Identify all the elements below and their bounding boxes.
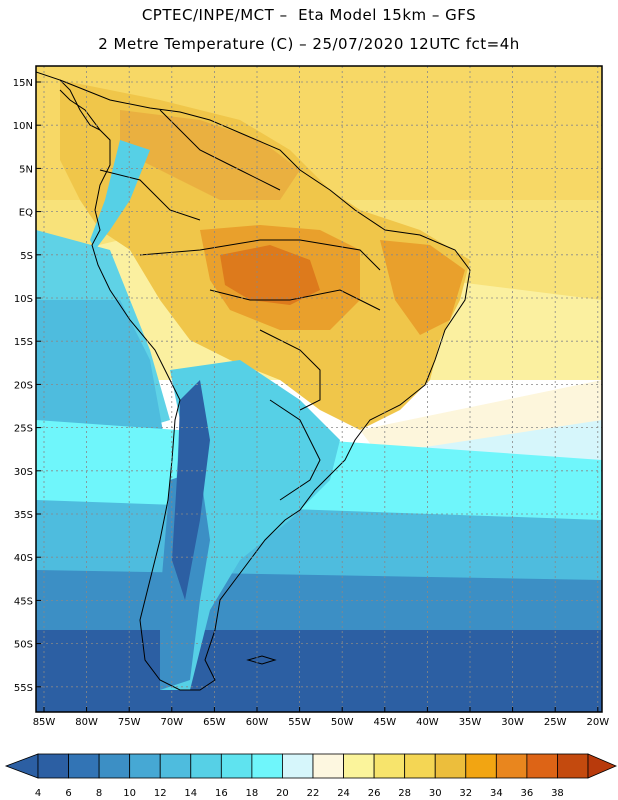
colorbar-label: 28 [398,788,411,799]
lon-label: 70W [160,717,183,728]
colorbar-label: 34 [490,788,503,799]
colorbar-label: 8 [96,788,102,799]
lat-label: 40S [14,553,33,564]
colorbar-swatch [466,754,497,778]
colorbar-swatch [130,754,161,778]
colorbar-swatch [69,754,100,778]
map-figure: 15N 10N 5N EQ 5S 10S 15S 20S 25S 30S 35S 40S 45S 50S 5… [0,0,618,800]
lon-label: 80W [75,717,98,728]
lat-label: 5S [20,251,33,262]
lon-label: 60W [246,717,269,728]
lon-label: 50W [331,717,354,728]
colorbar-label: 12 [154,788,167,799]
colorbar-label: 20 [276,788,289,799]
colorbar-swatch [374,754,405,778]
lat-label: 15S [14,337,33,348]
lat-label: 5N [19,164,33,175]
colorbar-under-arrow [6,754,38,778]
colorbar-swatch [99,754,130,778]
colorbar-swatch [527,754,558,778]
colorbar-swatch [496,754,527,778]
lat-label: 55S [14,683,33,694]
colorbar-swatch [344,754,375,778]
lat-label: 15N [13,78,33,89]
lat-label: 30S [14,467,33,478]
colorbar-label: 38 [551,788,564,799]
lon-label: 75W [118,717,141,728]
lon-label: 55W [288,717,311,728]
colorbar-swatch [191,754,222,778]
colorbar-label: 14 [184,788,197,799]
colorbar [6,754,616,778]
field-cooler-south [36,570,602,640]
colorbar-label: 26 [368,788,381,799]
temperature-field [36,66,602,712]
colorbar-swatch [557,754,588,778]
colorbar-label: 24 [337,788,350,799]
lat-label: 35S [14,510,33,521]
colorbar-over-arrow [588,754,616,778]
colorbar-label: 4 [35,788,41,799]
lon-label: 35W [459,717,482,728]
colorbar-label: 10 [123,788,136,799]
colorbar-label: 30 [429,788,442,799]
colorbar-swatch [252,754,283,778]
colorbar-swatch [405,754,436,778]
lat-label: 45S [14,596,33,607]
lon-label: 20W [586,717,609,728]
lon-label: 45W [373,717,396,728]
lat-label: EQ [19,208,33,219]
field-coldest-south [36,630,602,712]
lon-label: 25W [544,717,567,728]
colorbar-label: 16 [215,788,228,799]
colorbar-label: 36 [521,788,534,799]
lat-label: 10N [13,121,33,132]
colorbar-swatch [435,754,466,778]
colorbar-label: 22 [307,788,320,799]
colorbar-label: 32 [459,788,472,799]
colorbar-swatch [282,754,313,778]
colorbar-swatch [38,754,69,778]
colorbar-label: 6 [65,788,71,799]
lat-label: 25S [14,424,33,435]
lon-label: 85W [33,717,56,728]
lon-label: 40W [416,717,439,728]
colorbar-swatch [160,754,191,778]
lat-label: 20S [14,380,33,391]
colorbar-labels: 4 6 8 10 12 14 16 18 20 22 24 26 28 30 32 34 36 38 [35,788,564,799]
colorbar-label: 18 [246,788,259,799]
lon-label: 65W [203,717,226,728]
lat-label: 10S [14,294,33,305]
colorbar-swatch [221,754,252,778]
lat-label: 50S [14,640,33,651]
colorbar-swatch [313,754,344,778]
lon-label: 30W [501,717,524,728]
